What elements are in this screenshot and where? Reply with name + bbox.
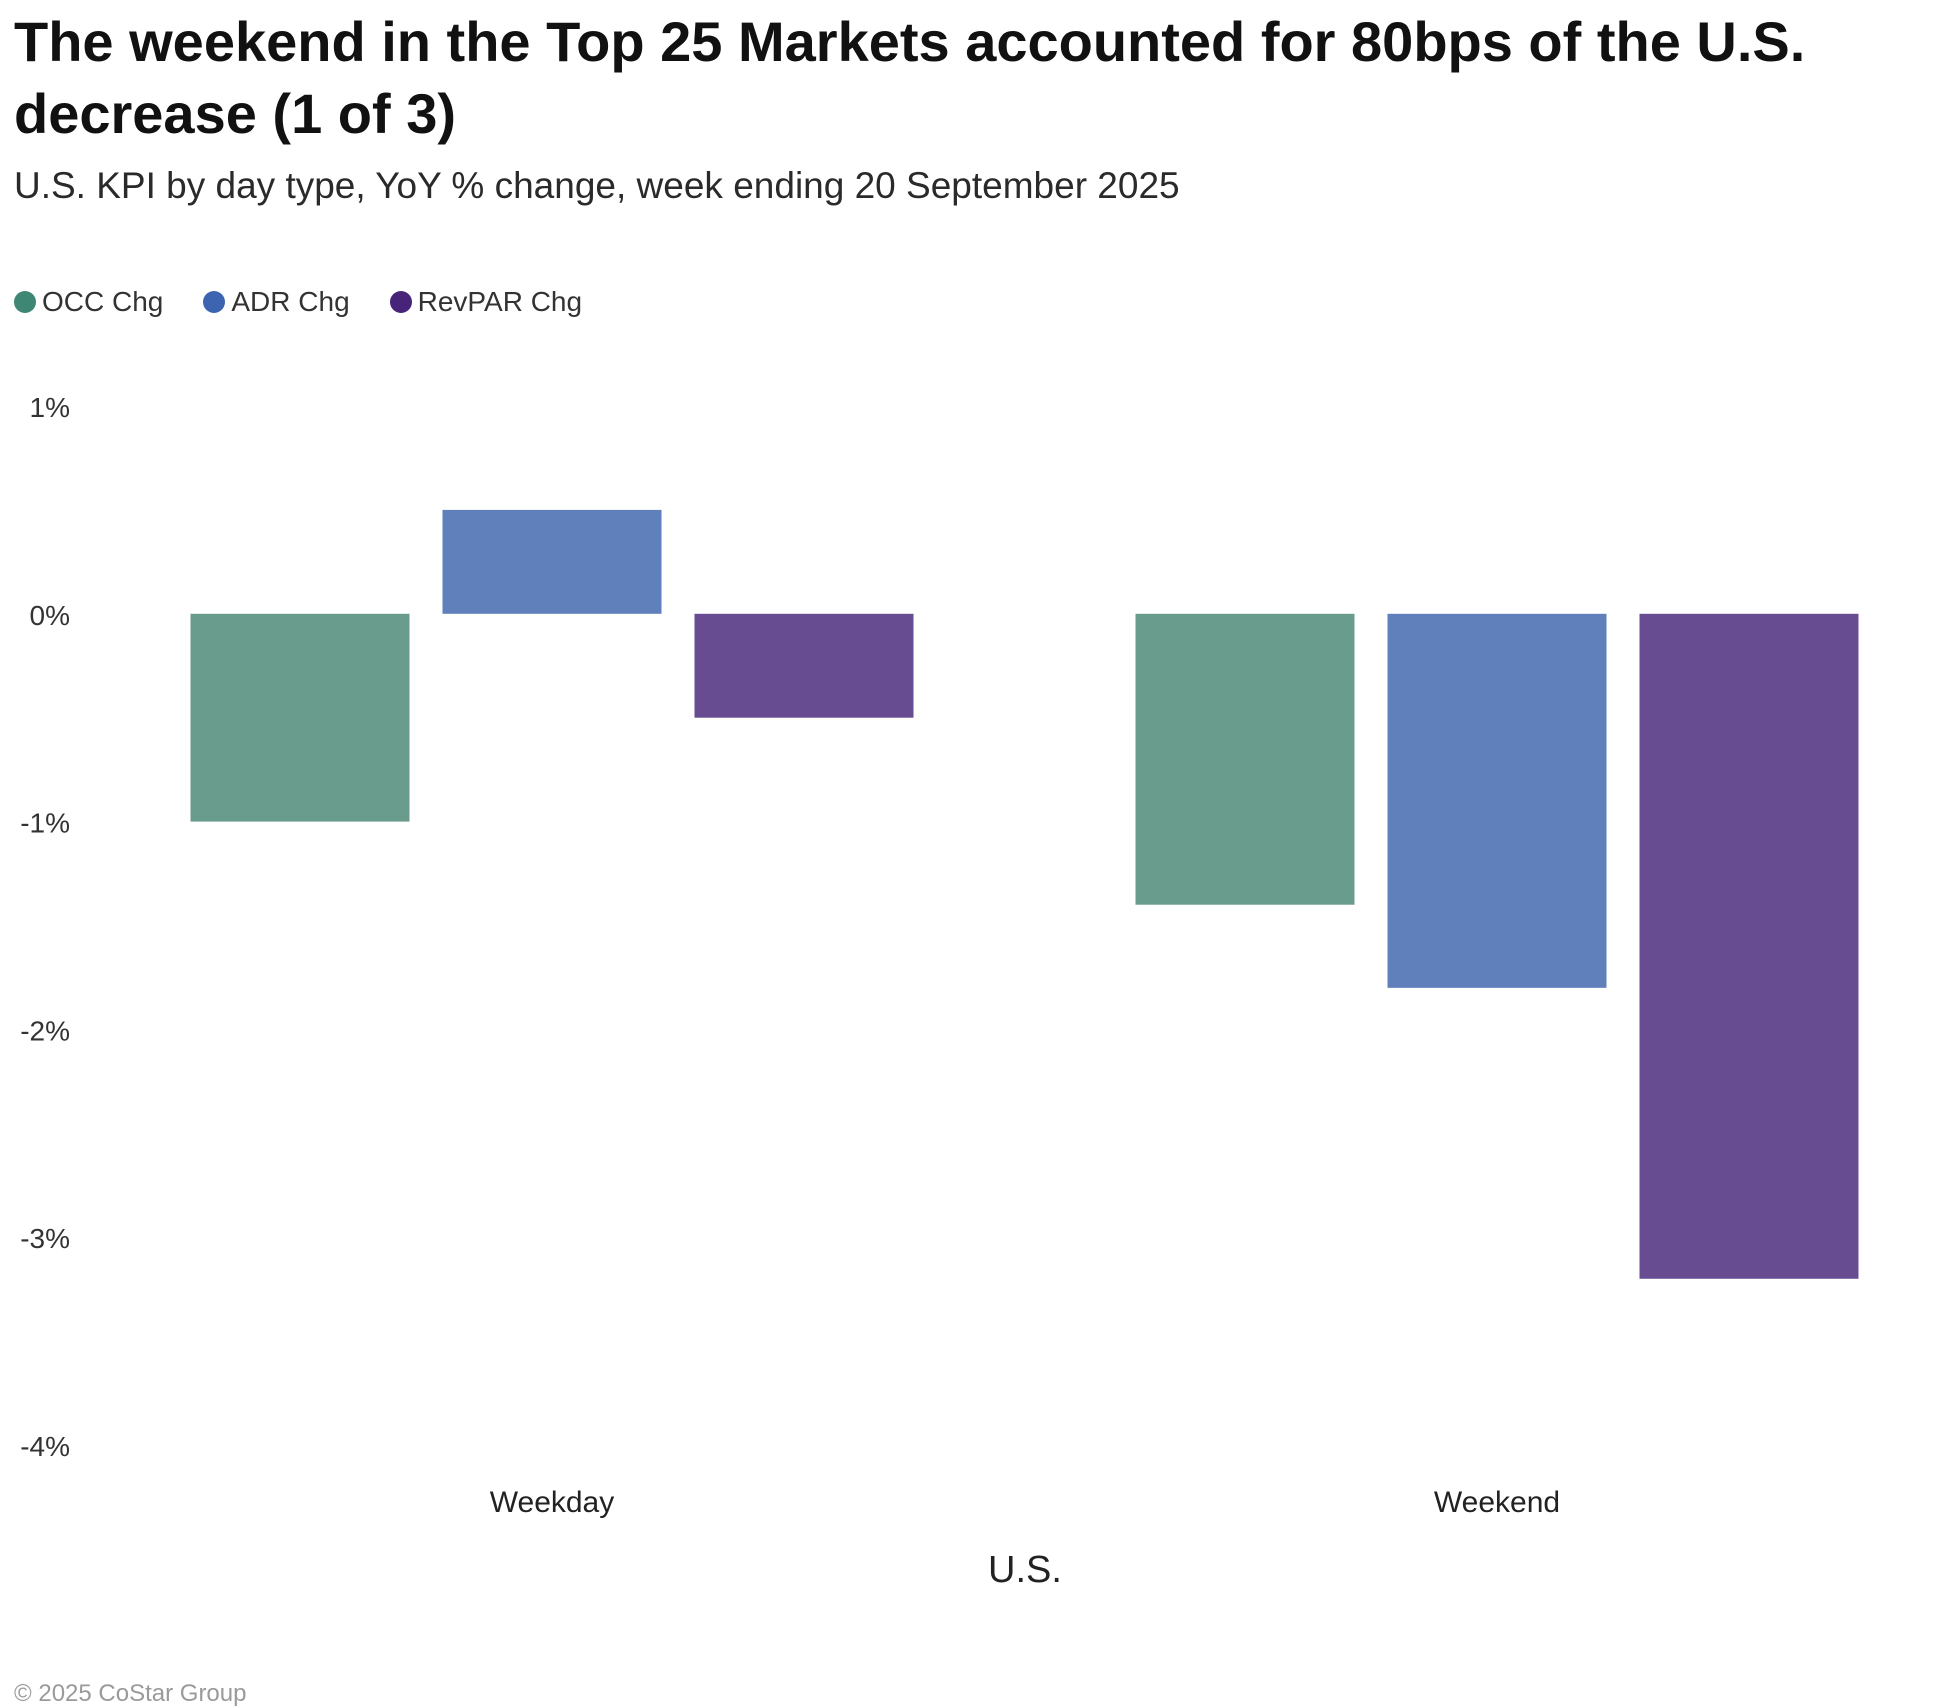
legend-item-adr: ADR Chg — [203, 286, 350, 318]
bar-occ-chg-weekday — [190, 613, 410, 822]
legend-swatch-revpar — [389, 291, 412, 313]
y-tick-label: -3% — [20, 1223, 70, 1254]
bar-revpar-chg-weekday — [694, 613, 914, 718]
legend-swatch-occ — [14, 291, 36, 313]
bar-adr-chg-weekend — [1387, 613, 1607, 988]
x-category-label: Weekday — [490, 1486, 615, 1519]
copyright-footer: © 2025 CoStar Group — [14, 1680, 247, 1707]
bar-occ-chg-weekend — [1135, 613, 1355, 905]
y-tick-label: 0% — [30, 600, 70, 631]
chart-title: The weekend in the Top 25 Markets accoun… — [14, 10, 1806, 145]
legend-swatch-adr — [203, 291, 226, 313]
legend-label-adr: ADR Chg — [231, 286, 350, 317]
x-category-label: Weekend — [1434, 1486, 1560, 1519]
x-axis-title: U.S. — [988, 1549, 1062, 1591]
chart-subtitle: U.S. KPI by day type, YoY % change, week… — [14, 165, 1180, 206]
bar-revpar-chg-weekend — [1639, 613, 1859, 1279]
y-tick-label: 1% — [30, 392, 70, 423]
bar-adr-chg-weekday — [442, 509, 662, 614]
legend-item-occ: OCC Chg — [14, 286, 163, 318]
chart-legend: OCC Chg ADR Chg RevPAR Chg — [14, 286, 622, 318]
y-tick-label: -2% — [20, 1015, 70, 1046]
legend-label-occ: OCC Chg — [42, 286, 164, 317]
legend-item-revpar: RevPAR Chg — [389, 286, 583, 318]
legend-label-revpar: RevPAR Chg — [417, 286, 583, 317]
y-tick-label: -4% — [20, 1431, 70, 1462]
y-tick-label: -1% — [20, 808, 70, 839]
